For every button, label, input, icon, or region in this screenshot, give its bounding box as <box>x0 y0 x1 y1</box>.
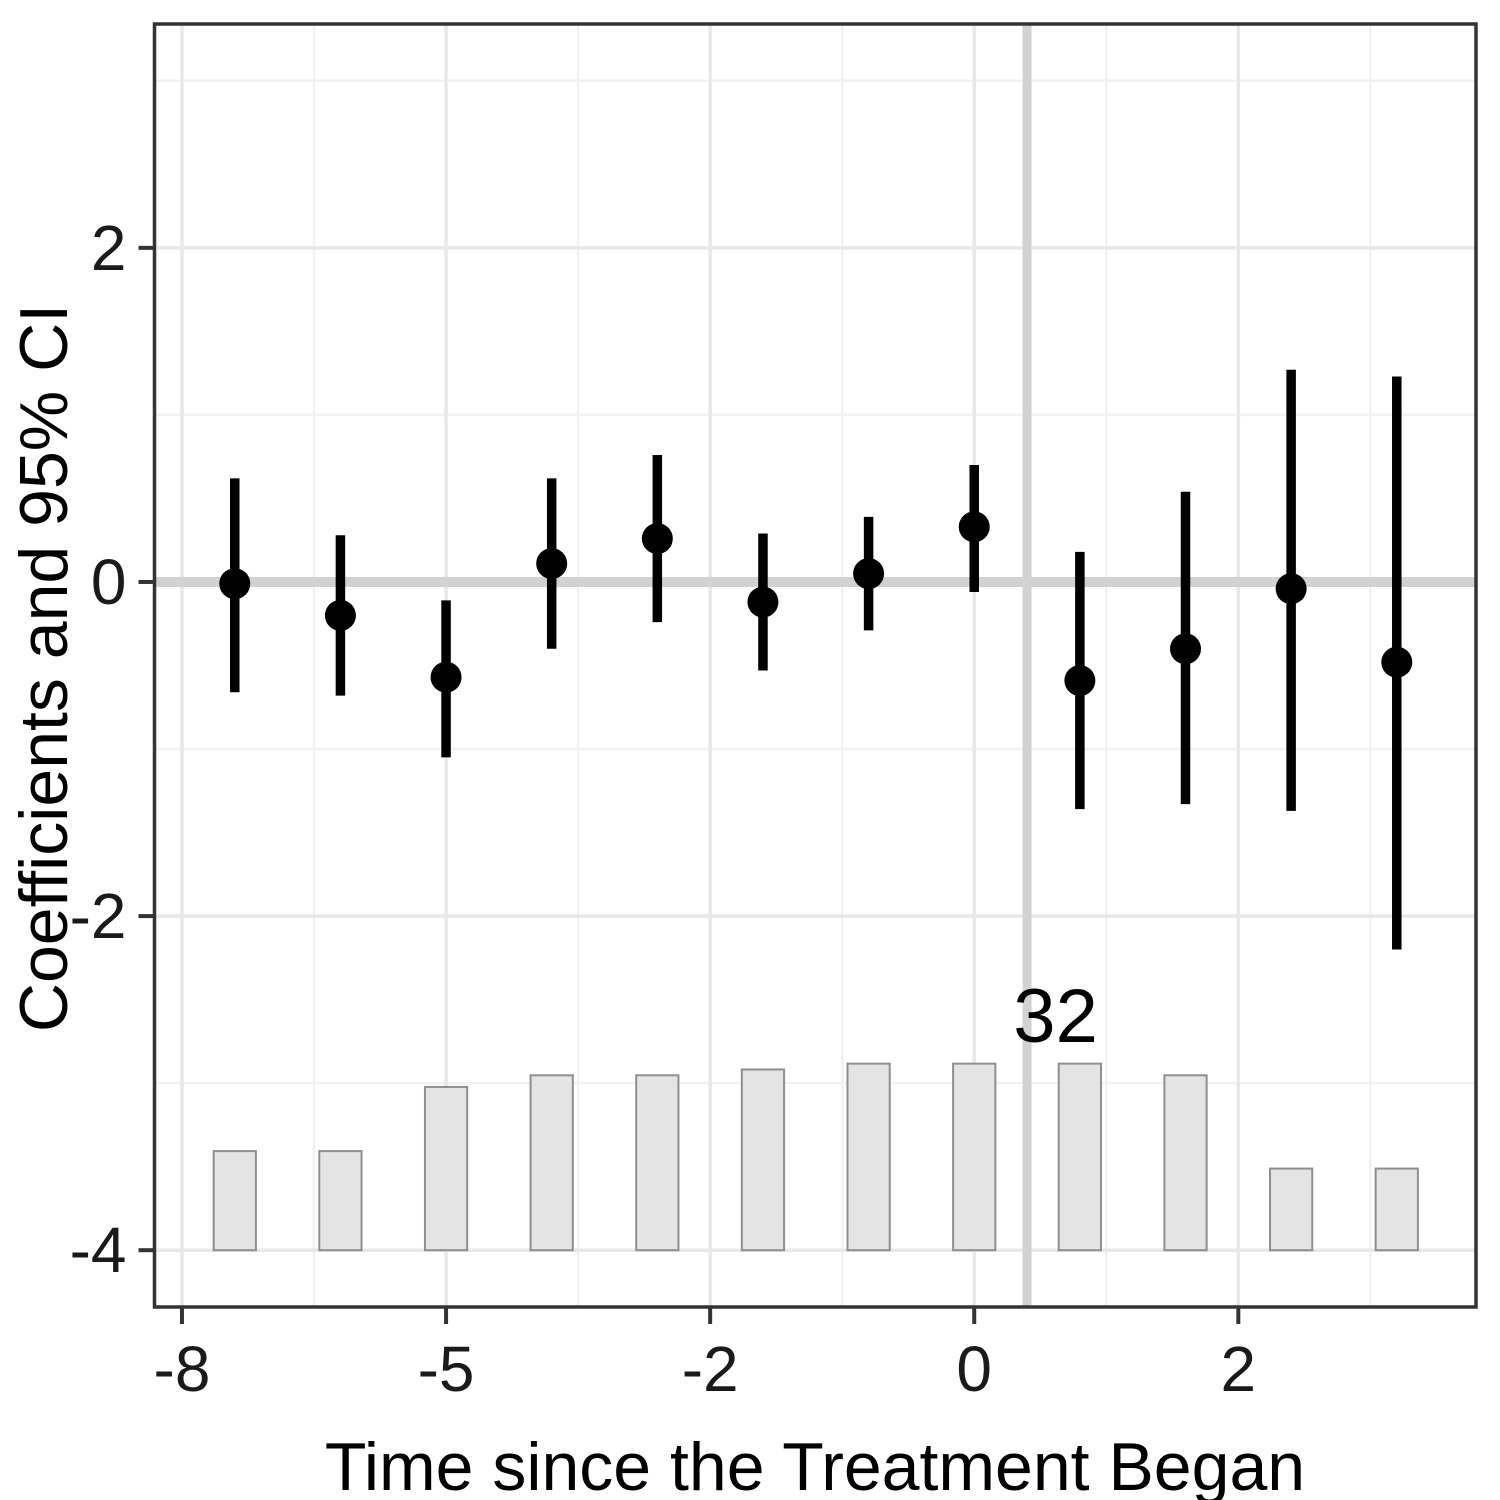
x-axis-tick-label: -5 <box>418 1333 475 1405</box>
count-bar <box>1057 1062 1102 1252</box>
x-axis-tick-label: 2 <box>1221 1333 1257 1405</box>
coefficient-point <box>747 586 779 618</box>
coefficient-point <box>430 661 462 693</box>
y-axis-tick-label: -2 <box>70 880 127 952</box>
panel-border <box>152 22 1478 1309</box>
coefficient-point <box>219 568 251 600</box>
count-bar <box>1163 1074 1208 1252</box>
y-axis-tick-label: 0 <box>91 546 127 618</box>
coefficient-point <box>1064 665 1096 697</box>
coefficient-point <box>853 558 885 590</box>
y-axis-tick-label: 2 <box>91 212 127 284</box>
x-axis-title: Time since the Treatment Began <box>324 1429 1306 1500</box>
coefficient-point <box>958 511 990 543</box>
max-count-label: 32 <box>1013 974 1098 1059</box>
x-axis-tick-label: -2 <box>682 1333 739 1405</box>
count-bar <box>635 1074 680 1252</box>
count-bar <box>740 1068 786 1252</box>
x-axis-tick-label: 0 <box>956 1333 992 1405</box>
y-axis-tick-label: -4 <box>70 1214 127 1286</box>
count-bar <box>1374 1167 1419 1252</box>
count-bar <box>318 1150 363 1252</box>
coefficient-point <box>1275 573 1307 605</box>
coefficient-point <box>641 523 673 555</box>
coefficient-point <box>1381 646 1413 678</box>
count-bar <box>1269 1167 1314 1252</box>
count-bar <box>212 1150 257 1252</box>
count-bar <box>423 1085 469 1252</box>
coefficient-point <box>536 548 568 580</box>
y-axis-title: Coefficients and 95% CI <box>6 303 82 1033</box>
count-bar <box>952 1062 997 1252</box>
count-bar <box>529 1074 574 1252</box>
count-bar <box>846 1062 891 1252</box>
coefficient-point <box>324 599 356 631</box>
coefficient-point <box>1170 633 1202 665</box>
x-axis-tick-label: -8 <box>154 1333 211 1405</box>
